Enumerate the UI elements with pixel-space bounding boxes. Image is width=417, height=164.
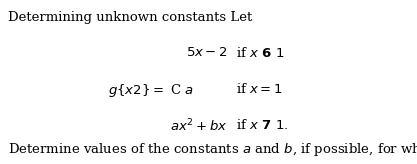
Text: $g\{x2\} = $ C $a$: $g\{x2\} = $ C $a$ <box>108 82 194 99</box>
Text: Determine values of the constants $a$ and $b$, if possible, for which: Determine values of the constants $a$ an… <box>8 141 417 158</box>
Text: $5x - 2$: $5x - 2$ <box>186 46 227 59</box>
Text: $ax^2 + bx$: $ax^2 + bx$ <box>170 118 227 135</box>
Text: Determining unknown constants Let: Determining unknown constants Let <box>8 11 252 24</box>
Text: if $x = 1$: if $x = 1$ <box>236 82 282 96</box>
Text: if $x\ \mathbf{7}\ 1.$: if $x\ \mathbf{7}\ 1.$ <box>236 118 288 132</box>
Text: if $x\ \mathbf{6}\ 1$: if $x\ \mathbf{6}\ 1$ <box>236 46 284 60</box>
